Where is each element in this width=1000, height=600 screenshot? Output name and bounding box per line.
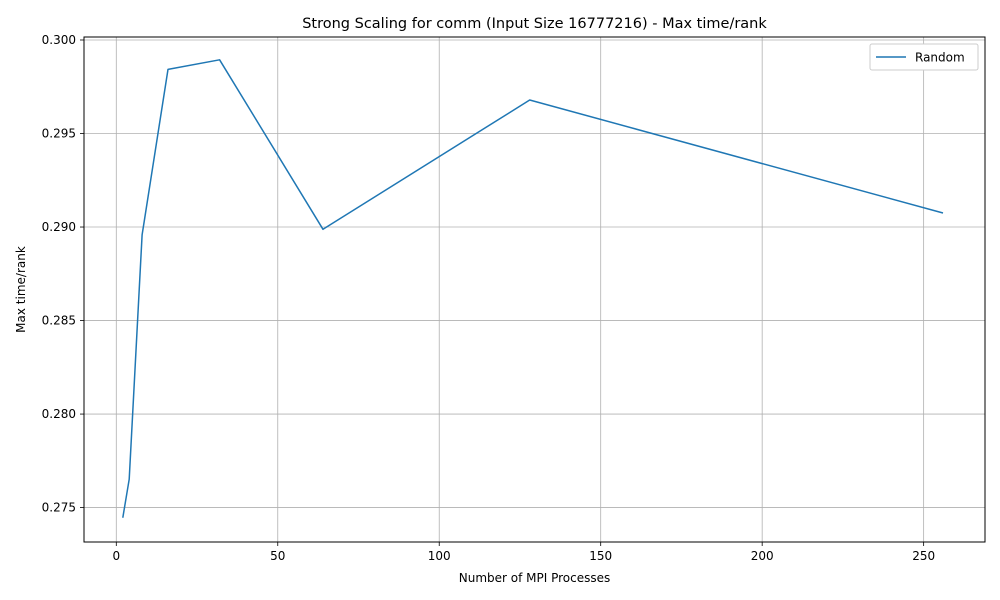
y-tick-label: 0.295 [42, 127, 76, 141]
series-line-random [122, 59, 944, 518]
x-tick-label: 150 [589, 549, 612, 563]
x-axis-ticks: 0 50 100 150 200 250 [112, 542, 935, 563]
y-tick-label: 0.280 [42, 407, 76, 421]
y-axis-ticks: 0.275 0.280 0.285 0.290 0.295 0.300 [42, 33, 84, 515]
x-tick-label: 250 [912, 549, 935, 563]
x-tick-label: 200 [751, 549, 774, 563]
chart-title: Strong Scaling for comm (Input Size 1677… [302, 16, 767, 32]
legend: Random [869, 43, 979, 71]
y-tick-label: 0.300 [42, 33, 76, 47]
y-tick-label: 0.275 [42, 501, 76, 515]
y-axis-label: Max time/rank [14, 246, 28, 333]
grid-lines [84, 37, 985, 542]
legend-box [869, 43, 979, 71]
x-axis-label: Number of MPI Processes [459, 571, 611, 585]
y-tick-label: 0.290 [42, 220, 76, 234]
x-tick-label: 100 [428, 549, 451, 563]
series-layer [122, 59, 944, 518]
y-tick-label: 0.285 [42, 314, 76, 328]
x-tick-label: 0 [112, 549, 120, 563]
x-tick-label: 50 [270, 549, 285, 563]
legend-label-random: Random [915, 51, 965, 65]
plot-frame [83, 36, 986, 543]
